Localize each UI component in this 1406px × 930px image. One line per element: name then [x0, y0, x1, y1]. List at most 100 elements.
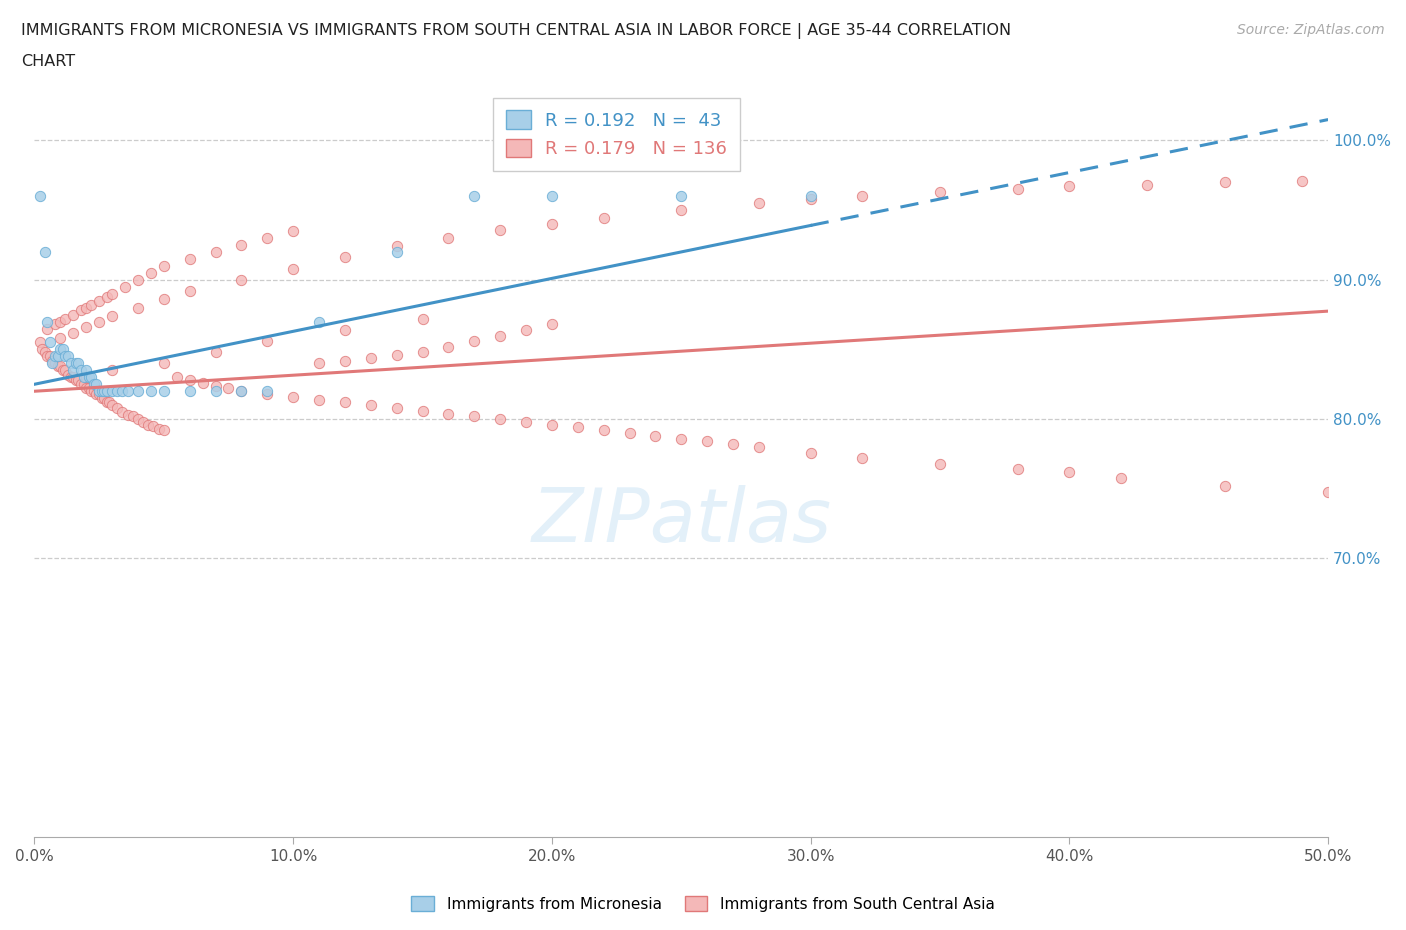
Point — [412, 312, 434, 326]
Point — [231, 384, 253, 399]
Point — [55, 349, 77, 364]
Point — [127, 272, 149, 287]
Point — [59, 356, 82, 371]
Point — [231, 272, 253, 287]
Point — [515, 415, 537, 430]
Point — [179, 373, 201, 388]
Point — [70, 377, 93, 392]
Point — [412, 345, 434, 360]
Point — [28, 335, 51, 350]
Point — [671, 189, 693, 204]
Point — [87, 384, 110, 399]
Point — [75, 363, 97, 378]
Point — [204, 384, 226, 399]
Point — [83, 377, 105, 392]
Point — [101, 309, 124, 324]
Point — [1007, 462, 1029, 477]
Point — [256, 387, 278, 402]
Point — [541, 418, 564, 432]
Point — [152, 356, 174, 371]
Point — [489, 412, 512, 427]
Point — [41, 353, 63, 368]
Point — [152, 259, 174, 273]
Point — [96, 395, 118, 410]
Point — [127, 412, 149, 427]
Point — [87, 387, 110, 402]
Point — [800, 192, 823, 206]
Point — [111, 405, 134, 419]
Point — [1291, 173, 1313, 188]
Point — [721, 437, 744, 452]
Point — [1317, 485, 1340, 499]
Point — [541, 189, 564, 204]
Point — [136, 418, 159, 432]
Point — [671, 432, 693, 446]
Point — [44, 317, 66, 332]
Point — [101, 384, 124, 399]
Point — [671, 203, 693, 218]
Point — [360, 398, 382, 413]
Point — [281, 261, 304, 276]
Point — [152, 292, 174, 307]
Point — [1059, 465, 1081, 480]
Point — [75, 320, 97, 335]
Point — [111, 384, 134, 399]
Point — [38, 335, 60, 350]
Point — [541, 217, 564, 232]
Point — [748, 195, 770, 210]
Point — [489, 222, 512, 237]
Point — [489, 328, 512, 343]
Point — [86, 377, 108, 392]
Text: IMMIGRANTS FROM MICRONESIA VS IMMIGRANTS FROM SOUTH CENTRAL ASIA IN LABOR FORCE : IMMIGRANTS FROM MICRONESIA VS IMMIGRANTS… — [21, 23, 1011, 39]
Point — [67, 373, 90, 388]
Point — [231, 384, 253, 399]
Point — [1007, 181, 1029, 196]
Point — [179, 284, 201, 299]
Text: ZIPatlas: ZIPatlas — [531, 485, 831, 557]
Point — [204, 379, 226, 393]
Point — [41, 356, 63, 371]
Point — [80, 370, 103, 385]
Point — [34, 245, 56, 259]
Point — [62, 370, 84, 385]
Point — [463, 334, 485, 349]
Point — [90, 391, 112, 405]
Point — [49, 342, 72, 357]
Point — [385, 401, 408, 416]
Point — [62, 307, 84, 322]
Point — [437, 339, 460, 354]
Point — [463, 189, 485, 204]
Point — [44, 349, 66, 364]
Point — [52, 363, 75, 378]
Point — [117, 384, 139, 399]
Point — [75, 370, 97, 385]
Point — [127, 384, 149, 399]
Point — [308, 356, 330, 371]
Point — [256, 384, 278, 399]
Point — [333, 250, 356, 265]
Point — [105, 401, 128, 416]
Point — [463, 409, 485, 424]
Point — [204, 345, 226, 360]
Point — [132, 415, 155, 430]
Point — [93, 384, 115, 399]
Point — [256, 334, 278, 349]
Point — [34, 345, 56, 360]
Point — [72, 370, 94, 385]
Point — [929, 457, 952, 472]
Point — [567, 420, 589, 435]
Point — [592, 423, 614, 438]
Point — [231, 237, 253, 252]
Point — [37, 349, 59, 364]
Point — [83, 384, 105, 399]
Point — [281, 390, 304, 405]
Point — [166, 370, 188, 385]
Point — [101, 363, 124, 378]
Point — [86, 387, 108, 402]
Point — [75, 381, 97, 396]
Point — [1213, 479, 1236, 494]
Point — [385, 245, 408, 259]
Point — [851, 189, 873, 204]
Point — [105, 384, 128, 399]
Point — [101, 398, 124, 413]
